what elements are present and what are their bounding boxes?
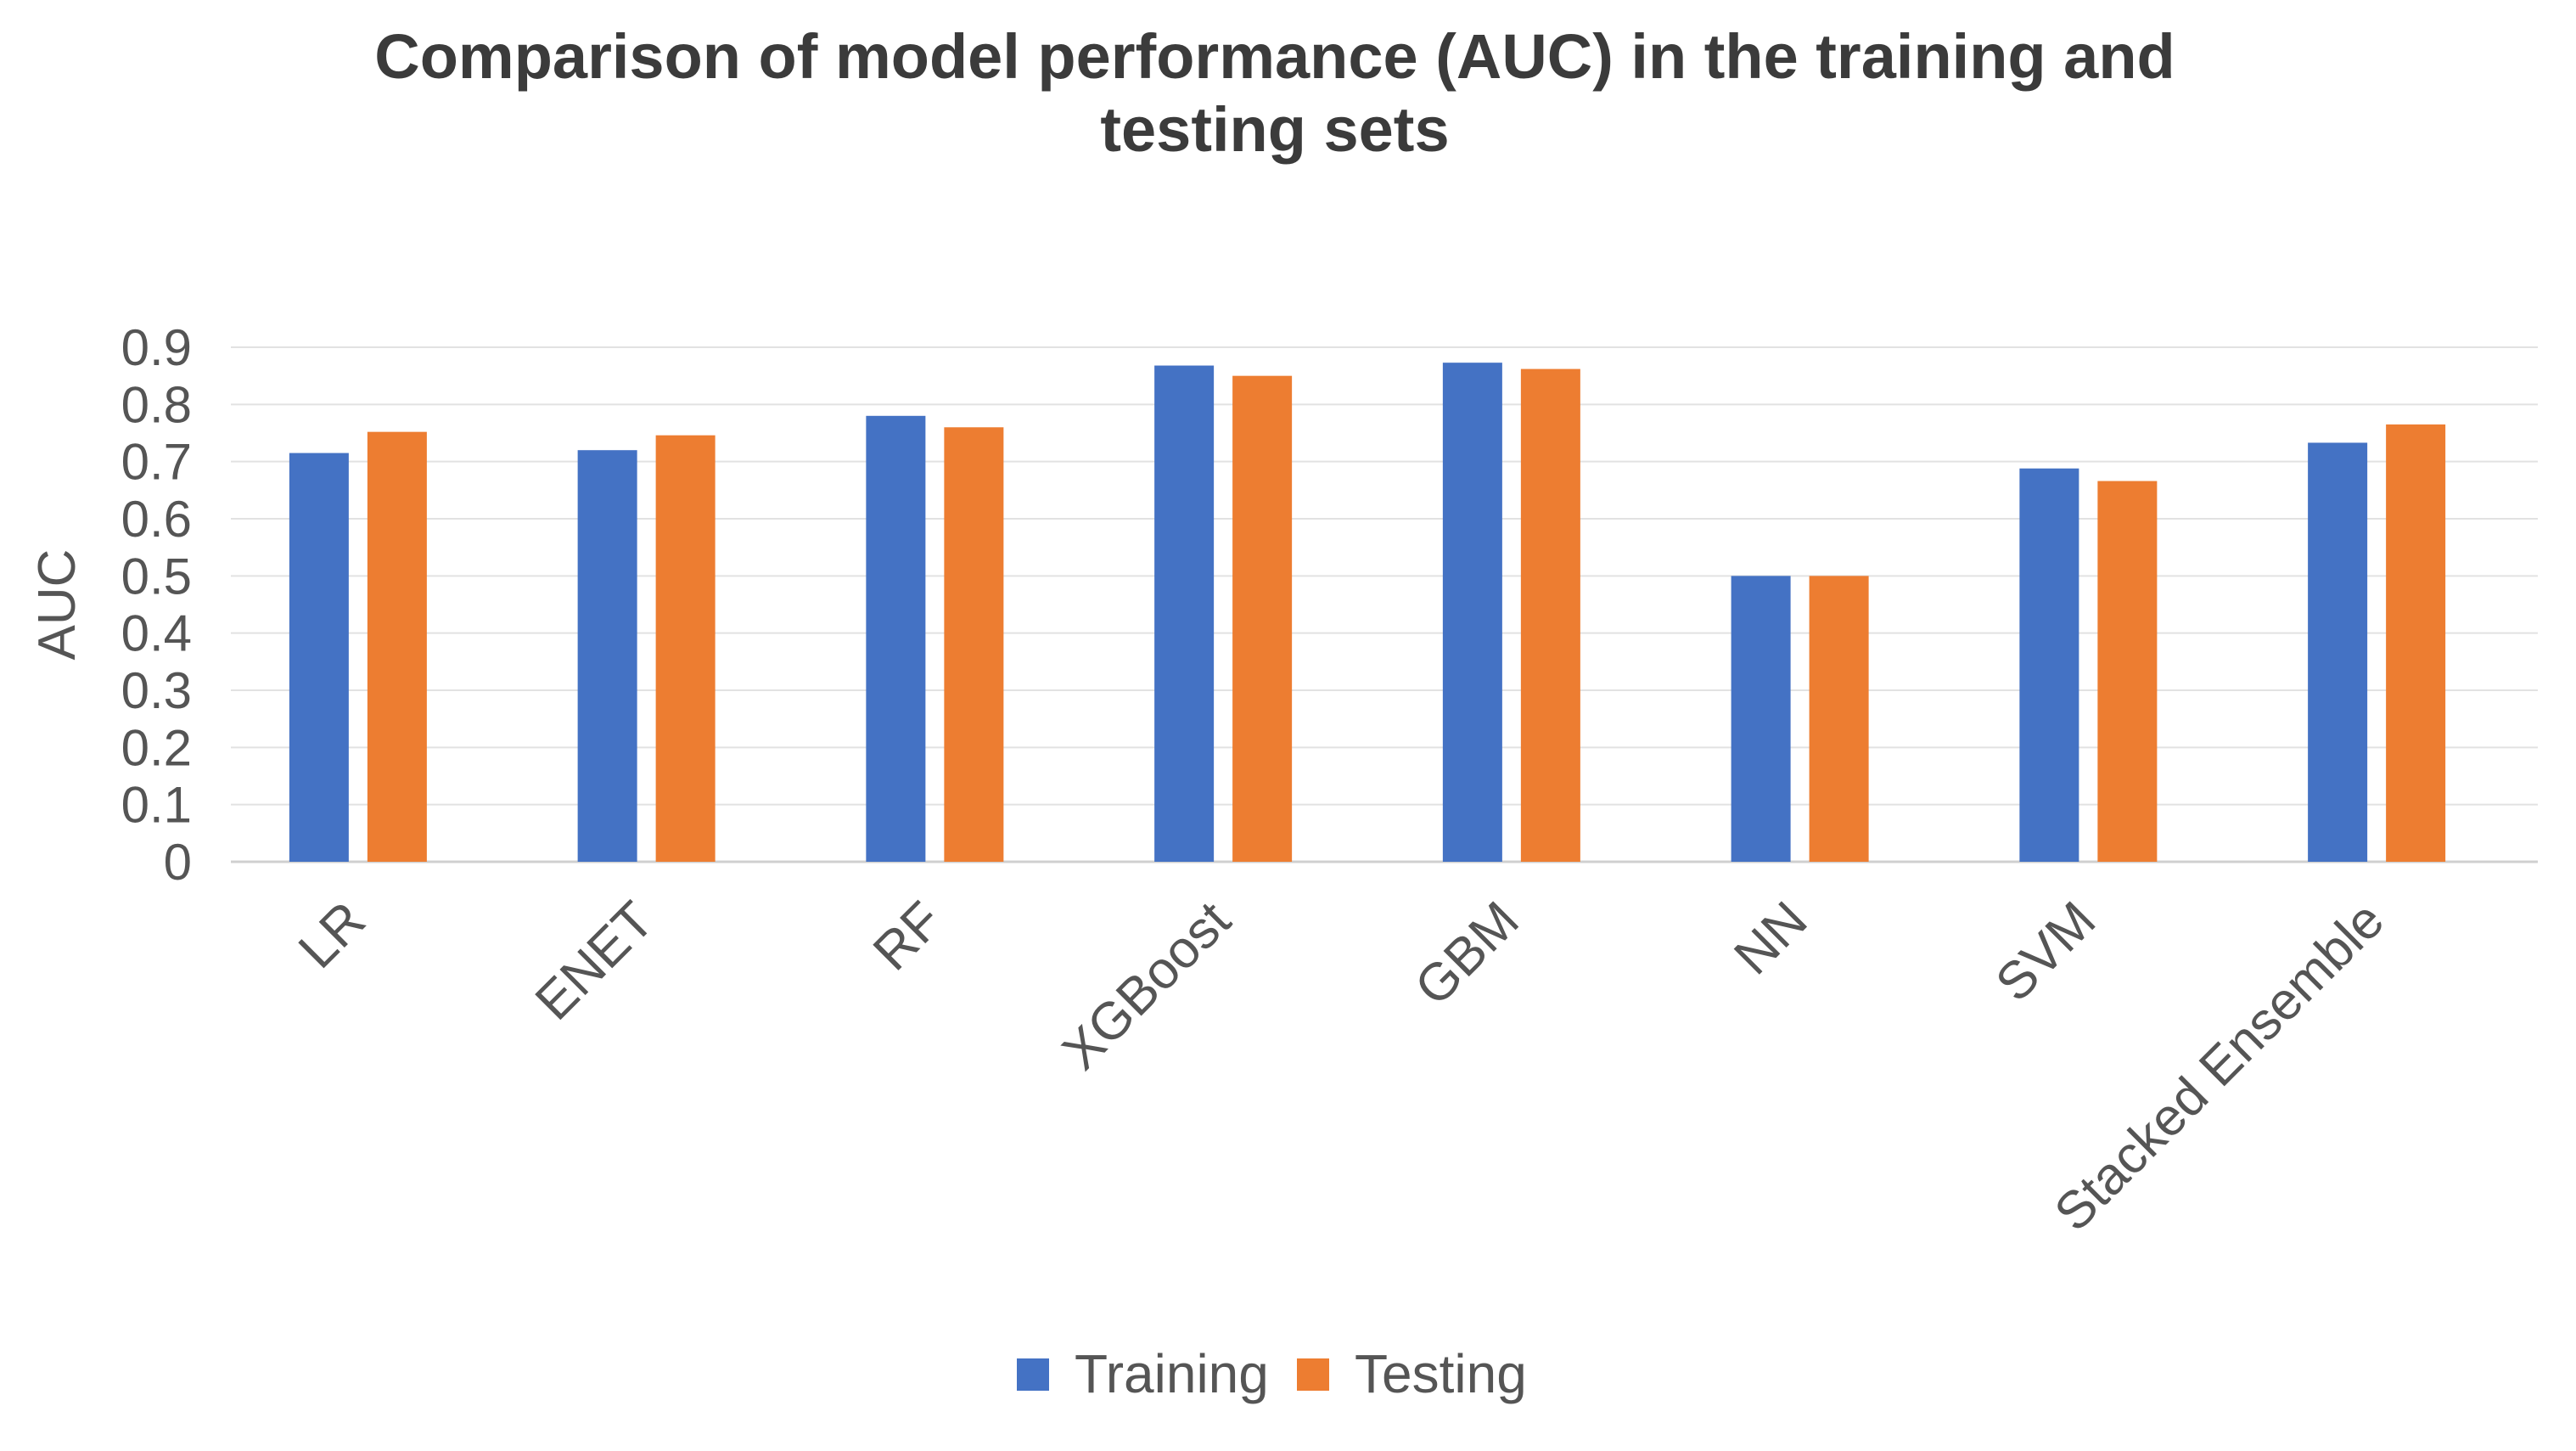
legend-swatch-training bbox=[1017, 1358, 1049, 1391]
x-category-label: LR bbox=[288, 891, 377, 980]
legend-swatch-testing bbox=[1297, 1358, 1329, 1391]
gridlines bbox=[231, 346, 2538, 863]
bar-training-gbm bbox=[1442, 363, 1502, 862]
bar-training-xgboost bbox=[1154, 365, 1215, 863]
legend-label-training: Training bbox=[1075, 1343, 1269, 1404]
x-category-label: NN bbox=[1723, 891, 1818, 986]
bar-training-enet bbox=[577, 450, 637, 862]
y-tick-label: 0.6 bbox=[121, 491, 192, 548]
y-tick-label: 0.3 bbox=[121, 662, 192, 719]
bar-training-nn bbox=[1731, 576, 1791, 862]
chart-title-line-2: testing sets bbox=[1100, 94, 1449, 165]
bar-training-rf bbox=[866, 415, 926, 862]
bar-testing-enet bbox=[655, 435, 716, 862]
bar-testing-stacked-ensemble bbox=[2386, 424, 2446, 862]
y-tick-label: 0 bbox=[164, 834, 192, 891]
chart-title-line-1: Comparison of model performance (AUC) in… bbox=[374, 21, 2175, 92]
legend: Training Testing bbox=[1017, 1343, 1527, 1404]
bars bbox=[289, 363, 2446, 863]
bar-testing-gbm bbox=[1520, 368, 1580, 862]
bar-training-lr bbox=[289, 453, 349, 862]
y-tick-label: 0.2 bbox=[121, 719, 192, 776]
bar-testing-lr bbox=[367, 431, 427, 862]
x-category-label: Stacked Ensemble bbox=[2044, 891, 2395, 1242]
x-category-label: SVM bbox=[1984, 891, 2107, 1013]
y-tick-label: 0.5 bbox=[121, 548, 192, 605]
x-category-label: XGBoost bbox=[1052, 891, 1242, 1081]
y-tick-label: 0.7 bbox=[121, 434, 192, 491]
y-tick-label: 0.1 bbox=[121, 777, 192, 834]
y-tick-label: 0.9 bbox=[121, 319, 192, 376]
legend-label-testing: Testing bbox=[1355, 1343, 1527, 1404]
chart-title: Comparison of model performance (AUC) in… bbox=[374, 21, 2175, 165]
y-axis-title: AUC bbox=[28, 549, 87, 661]
y-axis-ticks: 00.10.20.30.40.50.60.70.80.9 bbox=[121, 319, 192, 891]
x-category-label: RF bbox=[862, 891, 953, 981]
bar-testing-xgboost bbox=[1232, 375, 1293, 863]
bar-testing-svm bbox=[2097, 481, 2158, 862]
bar-training-svm bbox=[2019, 468, 2079, 862]
y-tick-label: 0.8 bbox=[121, 376, 192, 433]
bar-training-stacked-ensemble bbox=[2308, 442, 2368, 862]
bar-testing-nn bbox=[1809, 576, 1869, 862]
y-tick-label: 0.4 bbox=[121, 605, 192, 662]
x-category-label: ENET bbox=[525, 891, 665, 1032]
bar-testing-rf bbox=[944, 427, 1004, 862]
x-category-label: GBM bbox=[1404, 891, 1530, 1017]
